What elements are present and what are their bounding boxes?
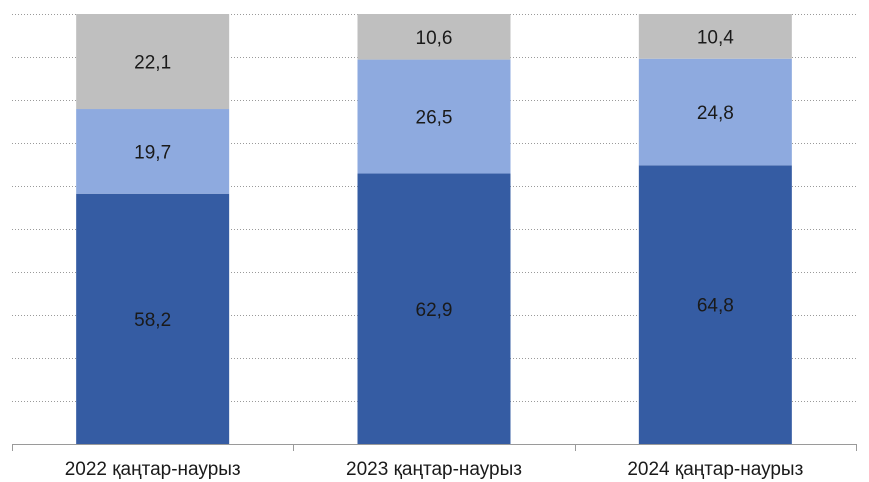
bar-segment: [76, 14, 230, 110]
x-axis: 2022 қаңтар-наурыз 2023 қаңтар-наурыз 2024…: [12, 444, 857, 480]
data-label: 10,4: [697, 27, 734, 48]
data-label: 19,7: [134, 142, 171, 163]
bar-segment: [76, 109, 230, 194]
data-label: 22,1: [134, 53, 171, 74]
bar-segment: [357, 14, 511, 60]
x-tick-label: 2022 қаңтар-наурыз: [65, 459, 241, 480]
bar-segment: [76, 193, 230, 444]
bar-segment: [638, 165, 792, 445]
bar-segment: [357, 59, 511, 174]
x-tick-label: 2023 қаңтар-наурыз: [346, 459, 522, 480]
data-label: 62,9: [416, 300, 453, 321]
data-label: 24,8: [697, 103, 734, 124]
x-tick-label: 2024 қаңтар-наурыз: [627, 459, 803, 480]
bar-segment: [638, 14, 792, 59]
data-label: 64,8: [697, 296, 734, 317]
data-label: 10,6: [416, 28, 453, 49]
data-labels: 58,2 19,7 22,1 62,9 26,5 10,6 64,8 24,8 10,4: [134, 27, 734, 331]
bar-segment: [638, 58, 792, 166]
data-label: 26,5: [416, 108, 453, 129]
bars: [76, 14, 792, 445]
bar-segment: [357, 173, 511, 444]
data-label: 58,2: [134, 310, 171, 331]
